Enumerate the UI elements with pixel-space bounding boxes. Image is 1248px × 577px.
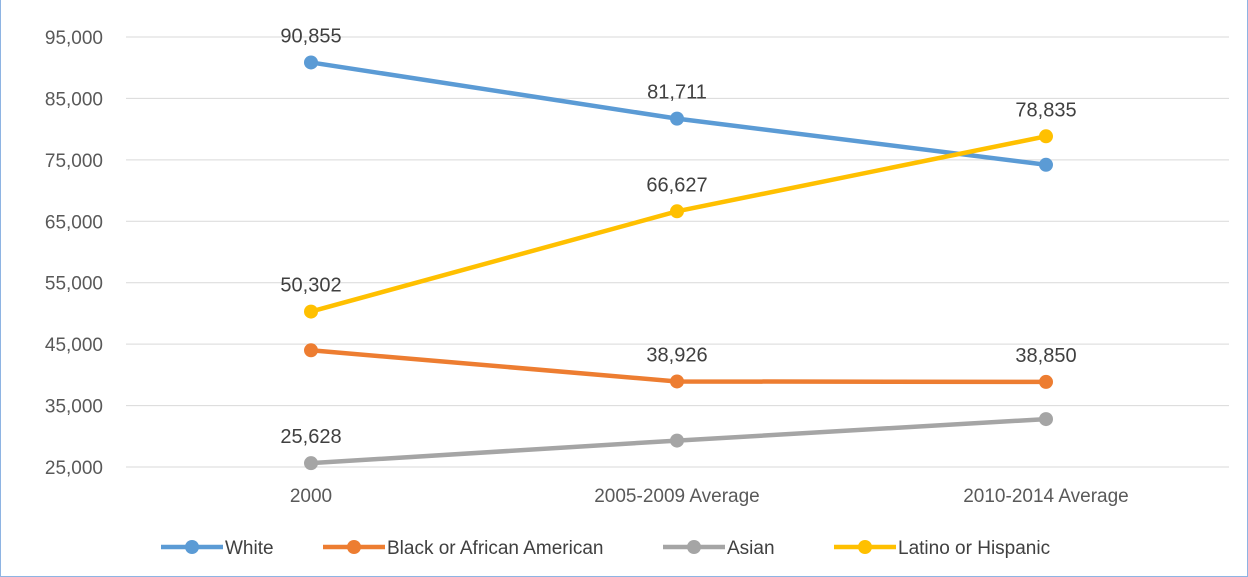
data-labels: 90,855 81,711 38,926 38,850 25,628 50,302 66,6… [280, 25, 1076, 448]
y-tick-label: 75,000 [45, 151, 103, 172]
legend-label: White [225, 538, 274, 559]
data-label: 66,627 [646, 174, 707, 196]
data-point [304, 304, 318, 319]
legend-label: Asian [727, 538, 775, 559]
legend-label: Black or African American [387, 538, 603, 559]
y-tick-label: 25,000 [45, 458, 103, 479]
data-point [304, 55, 318, 70]
data-point [304, 456, 318, 471]
y-tick-label: 55,000 [45, 274, 103, 295]
data-label: 50,302 [280, 275, 341, 297]
data-point [1039, 157, 1053, 172]
data-label: 78,835 [1015, 99, 1076, 121]
legend-marker [858, 540, 872, 554]
data-label: 38,926 [646, 344, 707, 366]
y-tick-label: 65,000 [45, 212, 103, 233]
x-tick-label: 2010-2014 Average [963, 486, 1129, 507]
y-tick-label: 45,000 [45, 335, 103, 356]
x-axis: 2000 2005-2009 Average 2010-2014 Average [290, 486, 1129, 507]
data-point [1039, 374, 1053, 389]
y-tick-label: 85,000 [45, 89, 103, 110]
y-axis: 25,000 35,000 45,000 55,000 65,000 75,000 85,0… [45, 28, 103, 479]
data-label: 38,850 [1015, 345, 1076, 367]
data-point [670, 433, 684, 448]
legend: White Black or African American Asian Latin… [161, 538, 1050, 559]
legend-marker [185, 540, 199, 554]
data-point [1039, 129, 1053, 144]
y-tick-label: 35,000 [45, 397, 103, 418]
series-group [304, 55, 1053, 471]
data-point [670, 111, 684, 126]
data-point [670, 204, 684, 219]
series-line-latino-or-hispanic [308, 134, 1049, 314]
data-label: 25,628 [280, 426, 341, 448]
y-tick-label: 95,000 [45, 28, 103, 49]
x-tick-label: 2005-2009 Average [594, 486, 760, 507]
data-point [670, 374, 684, 389]
data-label: 81,711 [647, 82, 707, 104]
x-tick-label: 2000 [290, 486, 332, 507]
legend-marker [347, 540, 361, 554]
data-point [304, 343, 318, 358]
legend-label: Latino or Hispanic [898, 538, 1050, 559]
data-label: 90,855 [280, 25, 341, 47]
legend-marker [687, 540, 701, 554]
data-point [1039, 412, 1053, 427]
